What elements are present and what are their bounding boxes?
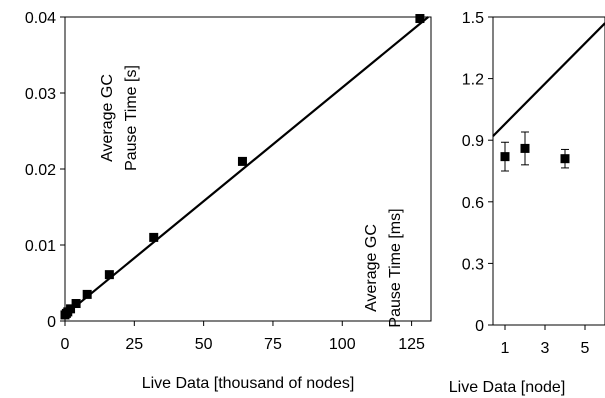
data-point [520,143,530,153]
left-data-points [60,14,425,320]
x-tick-label: 125 [398,336,425,353]
x-tick-label: 100 [329,336,356,353]
data-point [237,156,247,166]
y-tick-label: 0.3 [462,256,484,273]
right-axis-ticks: 0 0.3 0.6 0.9 1.2 1.5 1 3 5 [462,10,590,357]
x-tick-label: 25 [125,336,143,353]
fit-line [64,16,429,316]
right-x-axis-label: Live Data [node] [449,379,566,396]
y-tick-label: 0.6 [462,195,484,212]
y-tick-label: 1.5 [462,10,484,27]
data-point [149,232,159,242]
left-chart: 0 0.01 0.02 0.03 0.04 0 25 50 75 100 125 Average G… [25,10,432,392]
x-tick-label: 3 [541,340,550,357]
data-point [82,289,92,299]
fit-line [492,22,605,137]
right-plot-area [492,16,605,326]
y-tick-label: 0.04 [25,10,56,27]
right-y-axis-label-line1: Average GC [363,224,380,312]
data-point [560,154,570,164]
data-point [104,270,114,280]
x-tick-label: 75 [264,336,282,353]
x-tick-label: 1 [501,340,510,357]
y-tick-label: 0.02 [25,162,56,179]
data-point [66,304,76,314]
data-point [71,299,81,309]
right-fit-line [492,22,605,137]
right-data-points [500,131,570,172]
y-tick-label: 0.03 [25,86,56,103]
left-fit-line [64,16,429,316]
left-x-axis-label: Live Data [thousand of nodes] [142,375,355,392]
y-tick-label: 0 [47,314,56,331]
left-y-axis-label-line2: Pause Time [s] [123,65,140,171]
data-point [415,14,425,24]
x-tick-label: 5 [581,340,590,357]
y-tick-label: 0.9 [462,133,484,150]
data-point [500,152,510,162]
x-tick-label: 0 [61,336,70,353]
y-tick-label: 1.2 [462,72,484,89]
left-y-axis-label-line1: Average GC [99,74,116,162]
right-chart: 0 0.3 0.6 0.9 1.2 1.5 1 3 5 Average GC Pause Tim… [363,10,605,396]
left-axis-ticks: 0 0.01 0.02 0.03 0.04 0 25 50 75 100 125 [25,10,425,353]
x-tick-label: 50 [195,336,213,353]
right-y-axis-label-line2: Pause Time [ms] [387,208,404,327]
y-tick-label: 0.01 [25,238,56,255]
y-tick-label: 0 [475,318,484,335]
